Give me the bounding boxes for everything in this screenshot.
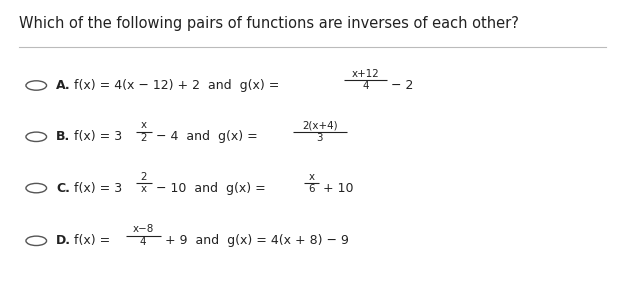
Text: D.: D. [56,234,71,247]
Text: Which of the following pairs of functions are inverses of each other?: Which of the following pairs of function… [19,16,519,31]
Text: f(x) = 3: f(x) = 3 [74,130,122,143]
Text: x−8: x−8 [132,224,154,234]
Text: C.: C. [56,182,70,195]
Text: x: x [141,184,147,194]
Text: 4: 4 [362,81,369,91]
Text: 2: 2 [141,172,147,182]
Text: f(x) = 3: f(x) = 3 [74,182,122,195]
Text: A.: A. [56,79,71,92]
Text: 2(x+4): 2(x+4) [302,120,338,130]
Text: f(x) =: f(x) = [74,234,114,247]
Text: + 9  and  g(x) = 4(x + 8) − 9: + 9 and g(x) = 4(x + 8) − 9 [161,234,349,247]
Text: − 10  and  g(x) =: − 10 and g(x) = [152,182,269,195]
Text: f(x) = 4(x − 12) + 2  and  g(x) =: f(x) = 4(x − 12) + 2 and g(x) = [74,79,283,92]
Text: 2: 2 [141,133,147,142]
Text: + 10: + 10 [319,182,354,195]
Text: − 2: − 2 [387,79,413,92]
Text: x: x [141,120,147,130]
Text: 4: 4 [140,237,146,247]
Text: 3: 3 [317,133,323,142]
Text: 6: 6 [308,184,315,194]
Text: B.: B. [56,130,71,143]
Text: x: x [308,172,314,182]
Text: − 4  and  g(x) =: − 4 and g(x) = [152,130,261,143]
Text: x+12: x+12 [352,69,379,79]
